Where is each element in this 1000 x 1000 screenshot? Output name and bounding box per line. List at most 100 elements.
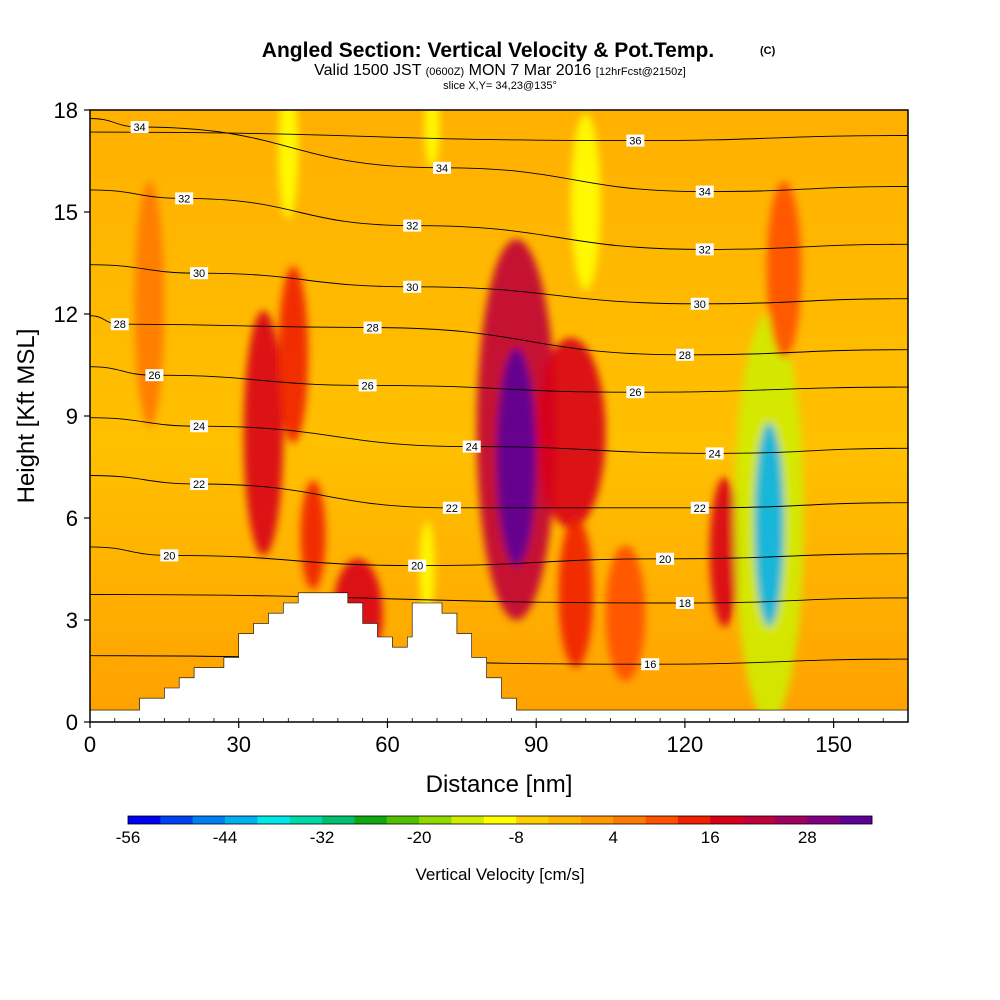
terrain-mask <box>90 592 908 722</box>
chart-title-unit: (C) <box>760 45 776 57</box>
theta-label-22-1: 22 <box>446 503 458 515</box>
theta-label-box-22-0 <box>190 478 209 490</box>
colorbar-swatch-17 <box>677 816 711 824</box>
colorbar-swatch-13 <box>548 816 582 824</box>
x-tick-label-120: 120 <box>667 732 704 757</box>
theta-label-box-30-1 <box>403 280 422 293</box>
theta-contour-labels: 16 18 20 20 20 22 22 22 24 24 24 26 26 26 28 28 28 30 30 30… <box>110 121 724 671</box>
y-tick-label-6: 6 <box>66 506 78 531</box>
colorbar-swatch-11 <box>483 816 517 824</box>
theta-label-box-26-0 <box>145 369 164 382</box>
y-axis-label: Height [Kft MSL] <box>13 329 40 504</box>
theta-label-24-1: 24 <box>466 442 478 454</box>
theta-label-20-0: 20 <box>163 550 175 562</box>
x-tick-label-150: 150 <box>815 732 852 757</box>
theta-label-26-2: 26 <box>629 387 641 399</box>
velocity-cell-12 <box>754 422 785 627</box>
colorbar-swatch-6 <box>322 816 355 824</box>
velocity-cell-16 <box>766 181 802 359</box>
colorbar <box>127 815 873 825</box>
theta-label-30-1: 30 <box>406 282 418 294</box>
theta-label-box-28-0 <box>110 318 129 331</box>
theta-label-32-2: 32 <box>699 244 711 256</box>
y-axis-ticks: 0 3 6 9 12 15 18 <box>54 98 90 735</box>
theta-contour-18 <box>90 594 908 604</box>
theta-label-box-20-1 <box>408 559 427 572</box>
colorbar-tick-label-0: -56 <box>116 828 141 847</box>
theta-label-box-28-2 <box>675 348 694 361</box>
colorbar-swatch-0 <box>128 816 161 824</box>
velocity-cell-8 <box>558 518 594 668</box>
theta-label-20-1: 20 <box>411 561 423 573</box>
theta-label-box-34-0 <box>130 121 149 133</box>
theta-label-box-22-2 <box>690 501 709 514</box>
colorbar-swatch-18 <box>710 816 743 824</box>
colorbar-tick-label-2: -32 <box>310 828 335 847</box>
velocity-cell-4 <box>419 521 435 617</box>
theta-label-32-1: 32 <box>406 221 418 233</box>
theta-label-box-20-2 <box>656 552 675 565</box>
theta-label-16-0: 16 <box>644 659 656 671</box>
velocity-cell-1 <box>278 266 309 444</box>
colorbar-swatch-8 <box>386 816 420 824</box>
theta-label-box-34-1 <box>432 161 451 174</box>
theta-label-28-0: 28 <box>114 319 126 331</box>
theta-label-30-2: 30 <box>694 299 706 311</box>
theta-label-22-2: 22 <box>694 503 706 515</box>
theta-label-box-26-2 <box>626 386 645 399</box>
theta-label-36-0: 36 <box>629 136 641 148</box>
colorbar-swatch-22 <box>839 816 873 824</box>
colorbar-tick-label-4: -8 <box>509 828 524 847</box>
theta-label-box-32-2 <box>695 243 714 256</box>
colorbar-swatch-10 <box>451 816 485 824</box>
theta-label-box-22-1 <box>442 501 461 514</box>
colorbar-swatch-3 <box>225 816 258 824</box>
plot-area: 16 18 20 20 20 22 22 22 24 24 24 26 26 26 28 28 28 30 30 30… <box>90 110 908 722</box>
velocity-cell-13 <box>570 113 601 291</box>
colorbar-tick-label-5: 4 <box>608 828 617 847</box>
theta-label-box-30-0 <box>190 267 209 280</box>
colorbar-tick-labels: -56 -44 -32 -20 -8 4 16 28 <box>116 828 817 847</box>
velocity-cell-6 <box>496 348 537 566</box>
theta-label-box-18-0 <box>675 597 694 609</box>
velocity-cell-9 <box>605 545 646 682</box>
colorbar-swatch-2 <box>192 816 226 824</box>
x-tick-label-30: 30 <box>226 732 250 757</box>
colorbar-swatch-20 <box>774 816 808 824</box>
theta-label-box-24-2 <box>705 447 724 460</box>
colorbar-swatch-5 <box>289 816 323 824</box>
velocity-cell-2 <box>300 480 326 590</box>
colorbar-swatch-1 <box>160 816 193 824</box>
theta-label-24-0: 24 <box>193 421 205 433</box>
colorbar-swatch-15 <box>613 816 646 824</box>
x-tick-label-60: 60 <box>375 732 399 757</box>
theta-label-20-2: 20 <box>659 554 671 566</box>
theta-label-30-0: 30 <box>193 268 205 280</box>
theta-label-26-1: 26 <box>361 380 373 392</box>
colorbar-swatch-14 <box>580 816 614 824</box>
colorbar-swatch-16 <box>645 816 679 824</box>
theta-label-24-2: 24 <box>709 448 721 460</box>
velocity-cell-10 <box>709 477 740 627</box>
y-tick-label-0: 0 <box>66 710 78 735</box>
theta-label-box-30-2 <box>690 297 709 310</box>
colorbar-swatch-19 <box>742 816 776 824</box>
colorbar-swatch-7 <box>354 816 388 824</box>
theta-label-32-0: 32 <box>178 193 190 205</box>
colorbar-tick-label-6: 16 <box>701 828 720 847</box>
theta-contour-36 <box>90 131 908 142</box>
theta-label-26-0: 26 <box>148 370 160 382</box>
colorbar-tick-label-3: -20 <box>407 828 432 847</box>
colorbar-frame <box>127 815 873 825</box>
colorbar-swatch-4 <box>257 816 291 824</box>
velocity-cell-0 <box>243 310 284 556</box>
theta-label-box-16-0 <box>641 658 660 671</box>
velocity-cell-15 <box>424 110 440 168</box>
chart-title: Angled Section: Vertical Velocity & Pot.… <box>262 39 714 62</box>
theta-contour-22 <box>90 475 908 509</box>
velocity-cell-7 <box>536 337 606 529</box>
velocity-cell-14 <box>278 110 299 219</box>
colorbar-label: Vertical Velocity [cm/s] <box>415 865 584 884</box>
theta-label-box-24-1 <box>462 440 481 453</box>
